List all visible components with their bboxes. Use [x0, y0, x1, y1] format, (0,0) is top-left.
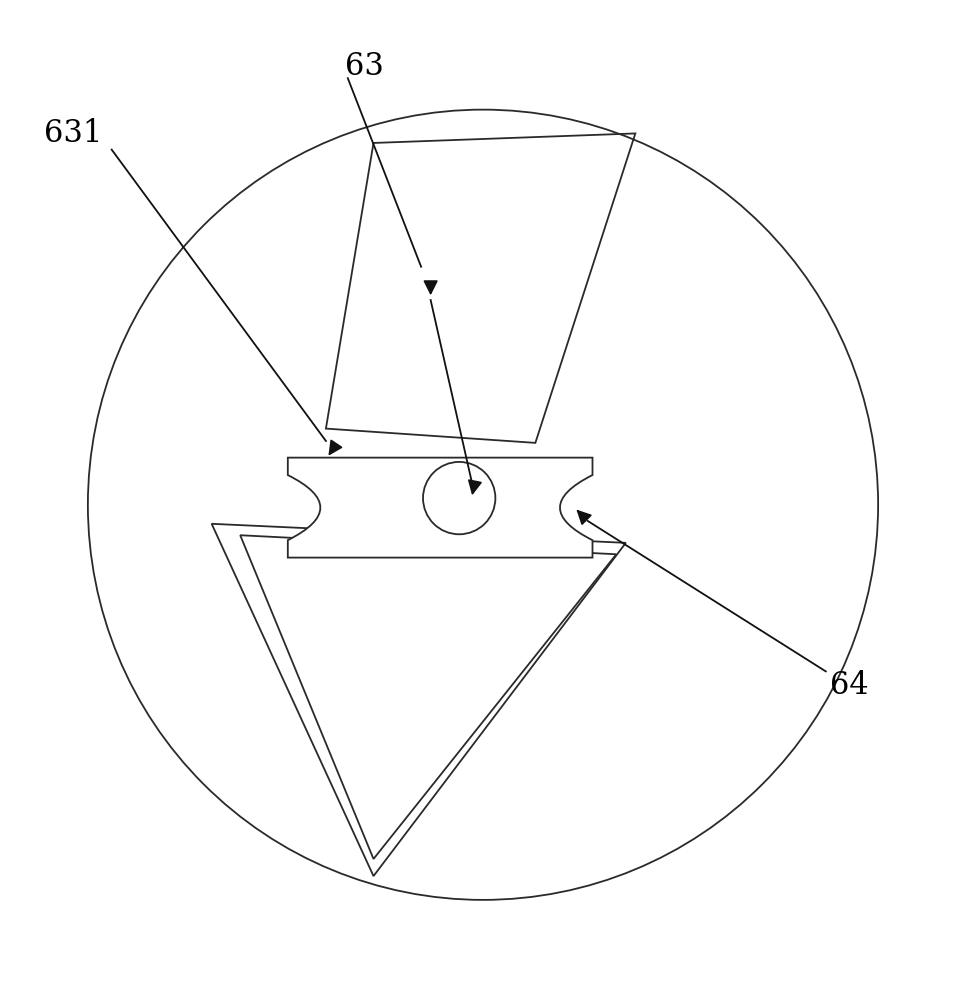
Text: 64: 64	[830, 670, 868, 701]
Text: 631: 631	[44, 118, 102, 149]
PathPatch shape	[288, 458, 592, 558]
Text: 63: 63	[345, 51, 384, 82]
